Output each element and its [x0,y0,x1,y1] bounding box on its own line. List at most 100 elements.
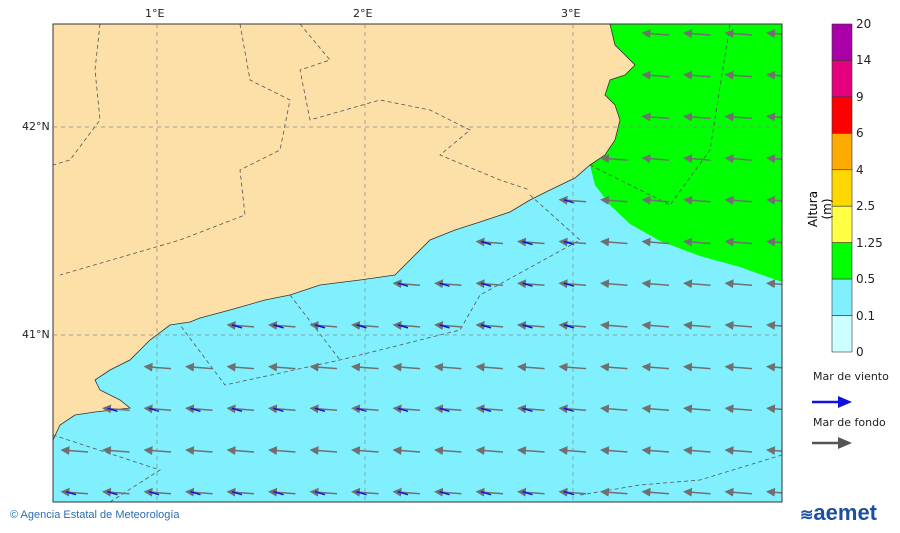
wind-sea-arrow [314,407,326,413]
swell-arrow [724,195,753,205]
swell-arrow [683,279,711,289]
wind-sea-arrow [356,324,367,329]
swell-arrow [766,487,782,497]
swell-arrow [766,404,782,414]
colorbar-segment [831,169,853,207]
swell-arrow [600,279,628,289]
map-frame [52,23,783,503]
swell-arrow [600,154,628,164]
colorbar-label: 4 [856,162,864,177]
swell-arrow [475,362,504,372]
swell-arrow [724,237,753,247]
swell-arrow [766,446,782,456]
swell-arrow [600,487,628,497]
wind-sea-arrow [563,282,575,287]
swell-arrow [392,362,421,372]
wind-sea-arrow [439,282,450,287]
wind-sea-arrow [148,490,160,496]
wind-sea-arrow [522,324,533,329]
sea-green-zone [590,24,782,282]
colorbar-title: Altura (m) [806,190,834,228]
swell-arrow [641,320,670,330]
swell-arrow [724,112,753,122]
wind-sea-arrow [397,407,409,413]
colorbar-segment [831,23,853,61]
swell-arrow [143,362,172,372]
legend-swell: Mar de fondo [813,416,886,429]
wind-sea-arrow [522,282,533,287]
wave-arrows [60,29,782,497]
wind-sea-arrow [480,282,492,287]
colorbar-segment [831,278,853,316]
colorbar-segment [831,133,853,171]
wind-sea-arrow [231,490,243,496]
swell-arrow [185,362,213,372]
colorbar-label: 1.25 [856,235,883,250]
swell-arrow [641,195,670,205]
wind-sea-arrow [439,490,450,496]
colorbar-label: 14 [856,53,872,68]
swell-arrow [102,446,130,456]
swell-arrow [766,29,782,39]
colorbar-label: 2.5 [856,199,876,214]
swell-arrow [766,362,782,372]
wind-sea-arrow [190,407,201,413]
land-area [53,24,636,441]
swell-arrow [683,362,711,372]
swell-arrow [766,154,782,164]
wind-sea-arrow [522,240,533,246]
wind-sea-arrow [273,490,284,496]
swell-arrow [475,446,504,456]
swell-arrow [226,362,255,372]
wind-sea-arrow [563,490,575,496]
colorbar-segment [831,60,853,98]
wind-sea-arrow [480,240,492,246]
credit-text: © Agencia Estatal de Meteorología [10,509,180,521]
lat-tick-label: 42°N [22,120,50,133]
swell-arrow [600,320,628,330]
wind-sea-arrow [231,324,243,329]
swell-arrow [309,362,338,372]
colorbar-label: 6 [856,126,864,141]
colorbar-segment [831,242,853,280]
swell-arrow [683,487,711,497]
swell-arrow [558,362,587,372]
lon-tick-label: 2°E [353,7,373,20]
wind-sea-arrow [480,324,492,329]
colorbar-label: 0 [856,345,864,359]
swell-arrow [724,29,753,39]
graticule [53,24,782,502]
swell-arrow [766,320,782,330]
swell-arrow [434,362,462,372]
swell-arrow [641,446,670,456]
borders [53,24,782,502]
swell-arrow [724,70,753,80]
swell-arrow [683,154,711,164]
swell-arrow [517,446,545,456]
swell-arrow [641,70,670,80]
wind-sea-arrow [522,490,533,496]
swell-arrow [724,279,753,289]
swell-arrow [641,487,670,497]
wind-sea-arrow [397,324,409,329]
swell-arrow [600,195,628,205]
swell-arrow [766,70,782,80]
wind-sea-arrow [563,199,575,204]
wind-sea-arrow [563,324,575,329]
swell-arrow [724,404,753,414]
lon-tick-label: 3°E [561,7,581,20]
wind-sea-arrow [273,324,284,329]
colorbar [831,23,853,353]
swell-arrow [683,195,711,205]
wind-sea-arrow [439,407,450,413]
swell-arrow [268,362,296,372]
swell-arrow [185,446,213,456]
wind-sea-arrow [190,490,201,496]
wind-sea-arrow [522,407,533,413]
colorbar-label: 0.1 [856,308,876,323]
swell-arrow [641,29,670,39]
legend-wind-sea: Mar de viento [813,370,889,383]
swell-arrow [517,362,545,372]
swell-arrow [641,112,670,122]
